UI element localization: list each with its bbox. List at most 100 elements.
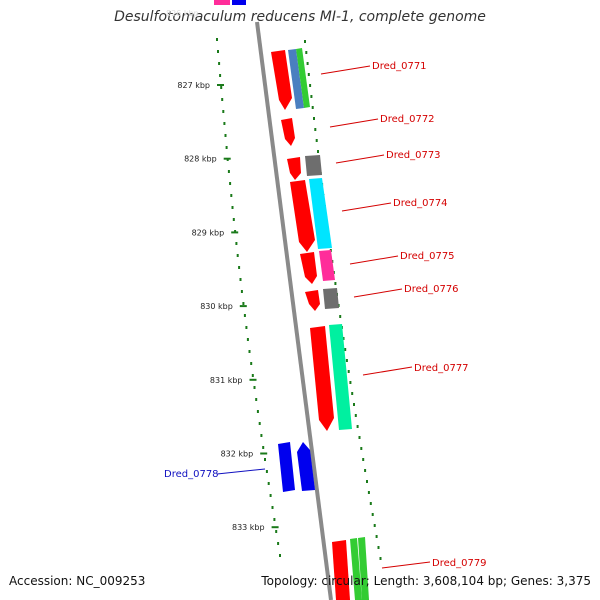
feature-dred-0779[interactable] — [332, 537, 369, 600]
feature-partial-top-pink — [214, 0, 230, 5]
feature-band-green — [296, 48, 310, 108]
ruler-dot — [262, 446, 265, 449]
ruler-dot — [251, 374, 254, 377]
ruler-tick — [223, 157, 231, 160]
ruler-tick-label: 827 kbp — [177, 81, 210, 90]
outer-track-dot — [371, 513, 374, 516]
outer-track-dot — [351, 392, 354, 395]
outer-track-dot — [307, 73, 310, 76]
outer-track-dot — [339, 315, 342, 318]
gene-label-dred-0772[interactable]: Dred_0772 — [380, 114, 435, 125]
ruler-dot — [279, 554, 281, 557]
ruler-dot — [246, 338, 249, 341]
leader-line — [381, 561, 431, 569]
gene-label-dred-0775[interactable]: Dred_0775 — [400, 251, 455, 262]
outer-track-dot — [315, 139, 318, 142]
ruler-tick — [271, 526, 279, 529]
ruler-dots — [216, 38, 281, 557]
ruler-dot — [245, 326, 248, 329]
ruler-dot — [265, 470, 268, 473]
ruler-dot — [267, 482, 270, 485]
feature-dred-0773[interactable] — [287, 155, 322, 180]
ruler-tick — [231, 231, 239, 234]
outer-track-dot — [358, 436, 361, 439]
ruler-dot — [243, 314, 246, 317]
ruler-dot — [256, 410, 259, 413]
outer-track-dot — [364, 469, 367, 472]
ruler-dot — [227, 170, 230, 173]
accession-text: Accession: NC_009253 — [9, 574, 146, 588]
feature-dred-0771[interactable] — [271, 48, 310, 110]
feature-dred-0772[interactable] — [281, 118, 295, 146]
feature-dred-0774[interactable] — [290, 178, 332, 252]
gene-label-dred-0776[interactable]: Dred_0776 — [404, 284, 459, 295]
feature-arrow-red — [281, 118, 295, 146]
outer-track-dot — [367, 491, 370, 494]
feature-arrow-red — [300, 252, 317, 284]
gene-label-dred-0779[interactable]: Dred_0779 — [432, 558, 487, 569]
ruler-tick — [217, 84, 224, 86]
ruler-tick-label: 829 kbp — [192, 228, 225, 237]
outer-track-dot — [306, 62, 309, 65]
ruler-dot — [242, 302, 245, 305]
outer-track-dot — [375, 535, 378, 538]
feature-arrow-red — [271, 50, 292, 110]
feature-band-gray — [323, 288, 339, 309]
outer-track-dot — [377, 546, 380, 549]
outer-track-dot — [311, 106, 314, 109]
ruler-tick-label: 828 kbp — [184, 155, 217, 164]
ruler-dot — [271, 506, 274, 509]
ruler-tick-label: 830 kbp — [200, 302, 233, 311]
outer-track-dot — [369, 502, 372, 505]
outer-track-dot — [360, 447, 363, 450]
ruler-dot — [250, 362, 253, 365]
outer-track-dot — [344, 348, 347, 351]
feature-band-steel — [288, 49, 304, 109]
ruler-dot — [239, 278, 242, 281]
ruler-dot — [221, 98, 224, 101]
ruler-dot — [240, 290, 243, 293]
outer-track-dot — [349, 381, 352, 384]
feature-band-mint — [329, 324, 352, 430]
ruler-dot — [275, 530, 278, 533]
feature-dred-0778[interactable] — [278, 442, 315, 492]
feature-dred-0775[interactable] — [300, 250, 335, 284]
ruler-dot — [219, 74, 222, 77]
backbone-line — [255, 21, 333, 600]
outer-track-dot — [373, 524, 376, 527]
gene-label-dred-0777[interactable]: Dred_0777 — [414, 363, 469, 374]
feature-band-pink — [319, 250, 335, 281]
outer-track-dot — [366, 480, 368, 483]
outer-track-dot — [309, 84, 312, 87]
leader-line — [349, 255, 399, 265]
ruler-dot — [224, 134, 227, 137]
ruler-dot — [230, 194, 233, 197]
feature-arrow-red — [290, 180, 315, 252]
ruler-dot — [225, 146, 228, 149]
feature-dred-0777[interactable] — [310, 324, 352, 431]
gene-label-dred-0773[interactable]: Dred_0773 — [386, 150, 441, 161]
feature-partial-top-blue — [232, 0, 246, 5]
feature-band-gray — [305, 155, 322, 176]
outer-track-dot — [362, 458, 365, 461]
ruler-dot — [223, 122, 226, 125]
outer-track-dot — [345, 359, 348, 362]
outer-track-dot — [310, 95, 313, 98]
gene-labels: Dred_0771 Dred_0772 Dred_0773 Dred_0774 … — [164, 61, 487, 569]
feature-band-green — [358, 537, 369, 600]
outer-track-dot — [353, 403, 355, 406]
gene-label-dred-0774[interactable]: Dred_0774 — [393, 198, 448, 209]
outer-track-dot — [334, 282, 337, 285]
gene-label-dred-0778[interactable]: Dred_0778 — [164, 469, 219, 480]
ruler-tick-label: 832 kbp — [221, 450, 254, 459]
gene-label-dred-0771[interactable]: Dred_0771 — [372, 61, 427, 72]
ruler-dot — [218, 62, 221, 65]
ruler-dot — [235, 242, 238, 245]
ruler-dot — [258, 422, 261, 425]
ruler-dot — [264, 458, 266, 461]
ruler-dot — [229, 182, 232, 185]
feature-dred-0776[interactable] — [305, 288, 339, 311]
ruler-ticks: 827 kbp 828 kbp 829 kbp 830 kbp 831 kbp 832 k… — [177, 81, 279, 532]
